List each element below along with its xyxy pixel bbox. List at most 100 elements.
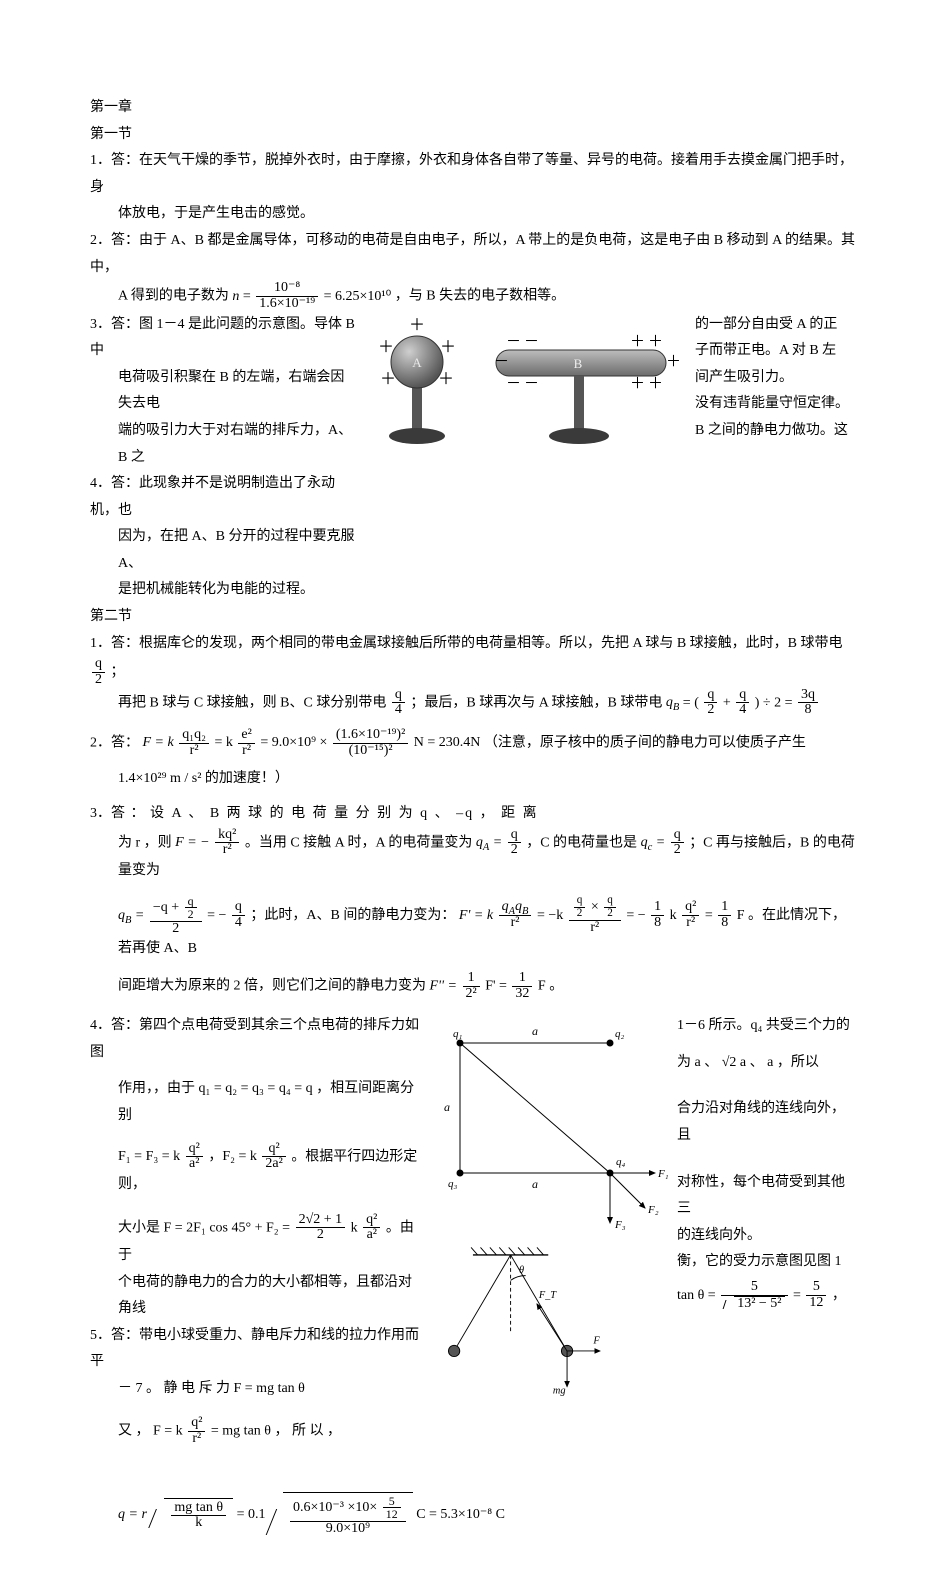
svg-text:＋: ＋ [630,334,645,350]
text: 由于 A、B 都是金属导体，可移动的电荷是自由电子，所以，A 带上的是负电荷，这… [90,233,855,275]
s2-q2: 2．答： F = k q₁q₂r² = k e²r² = 9.0×10⁹ × (… [90,728,855,758]
svg-text:＋: ＋ [409,317,425,334]
s2-q3-c: qB = −q + q2 2 = − q4 ；此时，A、B 间的静电力变为： F… [90,895,855,963]
num: 1．答： [90,636,139,651]
t: 。当用 C 接触 A 时，A 的电荷量变为 [245,835,473,850]
s2-q4q5-row: 4．答：第四个点电荷受到其余三个点电荷的排斥力如图 作用，，由于 q₁ = q₂… [90,1013,855,1447]
text: 根据库仑的发现，两个相同的带电金属球接触后所带的电荷量相等。所以，先把 A 球与… [139,636,843,651]
d: r² [569,921,621,936]
colon: ： [131,806,145,821]
res: = 6.25×10¹⁰ [324,289,392,304]
d: 2 [150,922,202,937]
d: 4 [392,703,405,718]
s1-q4-r1: 没有违背能量守恒定律。 [695,391,855,418]
d: 2 [296,1228,346,1243]
svg-text:F: F [592,1336,600,1347]
num: 2．答： [90,233,139,248]
s2-q3-d: 间距增大为原来的 2 倍，则它们之间的静电力变为 F'' = 12² F' = … [90,971,855,1001]
svg-text:θ: θ [519,1265,524,1276]
svg-text:＋: ＋ [630,376,645,392]
n: e² [238,728,254,744]
svg-text:F₁: F₁ [657,1168,669,1180]
t: 为 r ，则 [118,835,172,850]
svg-text:F_T: F_T [538,1290,557,1301]
e: = 9.0×10⁹ × [260,735,331,750]
t: F₁ = F₃ = k [118,1149,180,1164]
frac: q2 [90,657,107,687]
svg-text:－: － [506,376,521,392]
svg-text:a: a [532,1177,538,1191]
t: 大小是 F = 2F₁ cos 45° + F₂ = [118,1220,294,1235]
e: N = 230.4N [414,735,481,750]
label-B: B [574,356,583,371]
t: = 0.1 [237,1507,266,1522]
t: ，F₂ = k [208,1149,257,1164]
t: 间距增大为原来的 2 倍，则它们之间的静电力变为 [118,978,426,993]
n: 1 [463,971,480,987]
t: q = r [118,1507,147,1522]
d: r² [188,1432,205,1447]
t: 又 ， F = k [118,1424,183,1439]
n: 3q [798,688,818,704]
n: q² [262,1142,285,1158]
n: q [92,657,105,673]
s1-q3-l2: 电荷吸引积聚在 B 的左端，右端会因失去电 [90,365,358,418]
t: k [670,908,677,923]
frac: 10⁻⁸ 1.6×10⁻¹⁹ [254,281,320,311]
n: q [671,828,684,844]
t: ， [832,1288,846,1303]
n: 2√2 + 1 [296,1213,346,1229]
d: r² [179,744,209,759]
svg-text:＋: ＋ [648,376,663,392]
d: 2 [574,908,586,920]
d: 2 [508,843,521,858]
svg-text:F₃: F₃ [614,1219,626,1231]
tail: ； [111,665,125,680]
d: 8 [718,916,731,931]
svg-text:q₁: q₁ [453,1028,463,1040]
den: 1.6×10⁻¹⁹ [256,297,318,312]
eq: n = 10⁻⁸ 1.6×10⁻¹⁹ = 6.25×10¹⁰ [232,289,394,304]
eq2: ) ÷ 2 = [755,695,796,710]
accel: 1.4×10²⁹ m / s² 的加速度！） [118,771,289,786]
d: 2 [92,673,105,688]
num: 4．答： [90,1018,139,1033]
d: 32 [512,987,532,1002]
n: 1 [512,971,532,987]
n: q [704,688,717,704]
svg-text:＋: ＋ [438,371,454,388]
n: 1 [718,900,731,916]
svg-text:－: － [524,376,539,392]
svg-text:a: a [444,1100,450,1114]
t: k [351,1220,358,1235]
n: q² [188,1416,205,1432]
F: F = k [143,735,174,750]
figures-col: a a a q₁ q₂ q₃ q₄ F₁ F₃ F₂ [420,1013,670,1398]
svg-text:－: － [506,334,521,350]
s2-q5-l1: 5．答：带电小球受重力、静电斥力和线的拉力作用而平 [90,1323,420,1376]
n: q [508,828,521,844]
left-col: 3．答：图 1－4 是此问题的示意图。导体 B 中 电荷吸引积聚在 B 的左端，… [90,312,358,605]
s2-q4-l5: 个电荷的静电力的合力的大小都相等，且都沿对角线 [90,1270,420,1323]
svg-text:q₂: q₂ [615,1028,625,1040]
text: ，与 B 失去的电子数相等。 [395,289,565,304]
s2-q4-r5: 的连线向外。 [677,1223,855,1250]
s1-fig-row: 3．答：图 1－4 是此问题的示意图。导体 B 中 电荷吸引积聚在 B 的左端，… [90,312,855,605]
svg-text:q₃: q₃ [448,1178,458,1190]
d: 4 [736,703,749,718]
t: = [705,908,716,923]
label-A: A [412,355,422,370]
t: = −k [537,908,563,923]
s2-q5-l3: 又 ， F = k q²r² = mg tan θ ， 所 以 ， [90,1416,420,1446]
right-col: 的一部分自由受 A 的正 子而带正电。A 对 B 左 间产生吸引力。 没有违背能… [695,312,855,472]
t: = − [626,908,645,923]
s2-q1-a: 1．答：根据库仑的发现，两个相同的带电金属球接触后所带的电荷量相等。所以，先把 … [90,631,855,688]
s1-q3-l1: 3．答：图 1－4 是此问题的示意图。导体 B 中 [90,312,358,365]
d: 2² [463,987,480,1002]
eq: = − [207,908,226,923]
s2-q4-l4: 大小是 F = 2F₁ cos 45° + F₂ = 2√2 + 12 k q²… [90,1213,420,1270]
s2-q4-l3: F₁ = F₃ = k q²a² ，F₂ = k q²2a² 。根据平行四边形定… [90,1142,420,1199]
num: 3．答： [90,317,139,332]
d: 8 [798,703,818,718]
d: a² [363,1228,380,1243]
